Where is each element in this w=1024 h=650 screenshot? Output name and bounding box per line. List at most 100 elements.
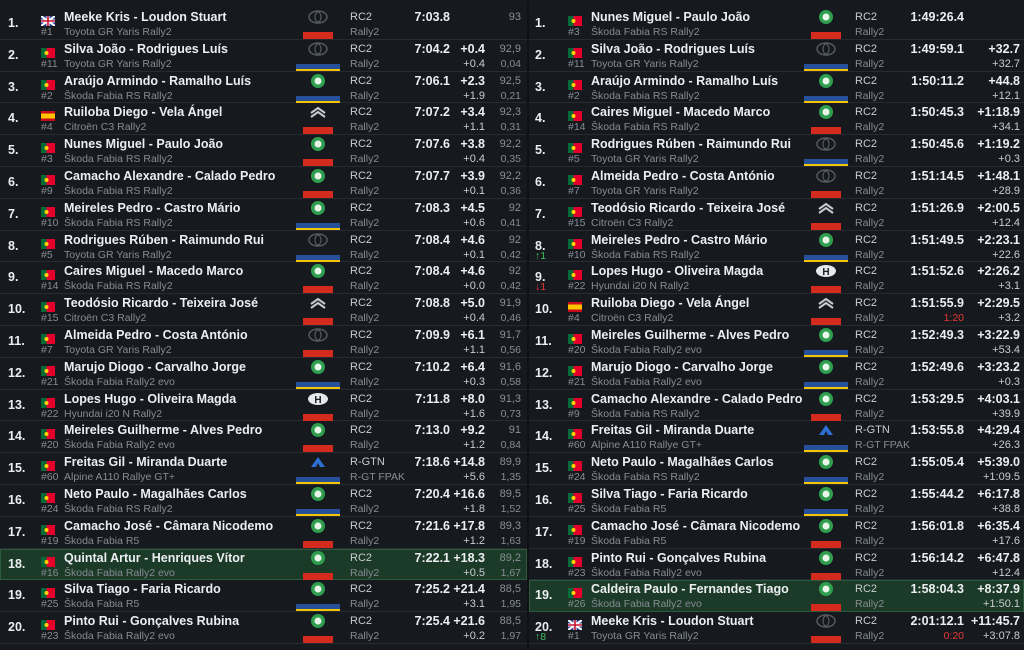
result-row	[529, 231, 1024, 263]
diff-previous: +34.1	[992, 121, 1020, 134]
class-group: Rally2	[350, 121, 380, 134]
crew-name: Caires Miguel - Macedo Marco	[591, 105, 771, 120]
country-flag	[41, 617, 55, 631]
country-flag-svg	[41, 79, 55, 90]
result-row	[0, 485, 527, 517]
car-number: #11	[568, 57, 585, 70]
country-flag-svg	[568, 397, 582, 408]
car-model: Škoda Fabia Rally2 evo	[64, 630, 175, 643]
class-group: Rally2	[855, 26, 885, 38]
position: 14.	[535, 429, 553, 444]
car-model: Škoda Fabia R5	[591, 534, 667, 547]
result-row	[529, 199, 1024, 231]
tyre-logo	[296, 504, 340, 516]
time: 1:55:44.2	[910, 487, 964, 501]
tyre-logo	[296, 409, 340, 421]
diff-previous: +22.6	[992, 248, 1020, 261]
manufacturer-logo-svg: H	[816, 265, 836, 278]
country-flag	[41, 490, 55, 503]
manufacturer-logo	[815, 422, 837, 438]
result-row	[529, 72, 1024, 104]
highlighted-row	[529, 580, 1024, 613]
class: RC2	[350, 201, 373, 214]
diff-leader: +1:18.9	[977, 105, 1020, 120]
tyre-logo-svg	[811, 222, 841, 230]
manufacturer-logo	[307, 232, 329, 248]
manufacturer-logo	[815, 295, 837, 311]
speed: 93	[508, 11, 521, 23]
country-flag	[568, 522, 582, 535]
manufacturer-logo	[307, 295, 329, 311]
diff-previous: +0.1	[463, 185, 485, 197]
country-flag	[568, 458, 582, 472]
car-model: Škoda Fabia RS Rally2	[591, 26, 700, 38]
diff-previous: +1.6	[463, 407, 485, 420]
diff-leader: +1:19.2	[977, 137, 1020, 152]
time: 7:03.8	[414, 10, 450, 24]
diff-leader: +6.1	[460, 328, 485, 342]
crew-name: Freitas Gil - Miranda Duarte	[64, 455, 228, 470]
position: 1.	[8, 16, 19, 30]
crew-name: Ruiloba Diego - Vela Ángel	[64, 105, 223, 120]
car-number: #5	[41, 248, 53, 261]
car-model: Citroën C3 Rally2	[591, 312, 674, 325]
country-flag-svg	[568, 493, 582, 503]
manufacturer-logo-svg	[311, 200, 325, 215]
car-number: #20	[568, 344, 586, 356]
penalty: 0:20	[943, 630, 964, 643]
time: 1:53:55.8	[910, 423, 964, 438]
class: RC2	[855, 170, 878, 182]
class-group: Rally2	[350, 57, 380, 70]
tyre-logo-svg	[296, 95, 340, 103]
percent: 0,41	[500, 216, 521, 229]
car-number: #3	[41, 153, 53, 166]
diff-previous: +0.3	[998, 153, 1020, 166]
car-model: Hyundai i20 N Rally2	[64, 407, 163, 420]
diff-leader: +3.9	[460, 169, 485, 183]
country-flag-svg	[568, 206, 582, 217]
country-flag	[568, 267, 582, 281]
country-flag	[41, 236, 55, 249]
tyre-logo	[296, 377, 340, 389]
percent: 0,58	[500, 375, 521, 388]
result-row	[0, 453, 527, 485]
country-flag	[568, 585, 582, 599]
position: 16.	[8, 493, 26, 507]
manufacturer-logo-svg	[816, 137, 836, 151]
crew-name: Araújo Armindo - Ramalho Luís	[64, 73, 252, 88]
position: 2.	[8, 47, 19, 62]
car-number: #1	[568, 630, 580, 643]
result-row	[0, 135, 527, 167]
manufacturer-logo-svg	[816, 614, 836, 628]
diff-previous: +0.4	[463, 57, 485, 70]
country-flag-svg	[568, 47, 582, 58]
diff-previous: +0.3	[998, 375, 1020, 388]
crew-name: Silva João - Rodrigues Luís	[64, 41, 228, 56]
diff-previous: +26.3	[992, 439, 1020, 452]
class: RC2	[350, 583, 373, 596]
time: 1:50:45.3	[910, 105, 964, 120]
manufacturer-logo-svg	[308, 42, 328, 56]
position: 6.	[8, 175, 19, 189]
car-model: Citroën C3 Rally2	[64, 121, 147, 134]
diff-leader: +21.4	[453, 582, 485, 597]
position: 16.	[535, 493, 553, 507]
position: 4.	[535, 111, 546, 126]
manufacturer-logo	[815, 359, 837, 375]
car-model: Škoda Fabia RS Rally2	[64, 153, 173, 166]
class: RC2	[350, 106, 373, 119]
manufacturer-logo-svg	[819, 550, 833, 565]
result-row	[529, 167, 1024, 199]
tyre-logo	[296, 631, 340, 644]
speed: 91,9	[499, 297, 521, 310]
result-row	[529, 294, 1024, 326]
diff-leader: +6:17.8	[977, 487, 1020, 501]
percent: 0,35	[500, 153, 521, 166]
percent: 0,56	[500, 344, 521, 356]
class-group: Rally2	[350, 248, 380, 261]
car-model: Toyota GR Yaris Rally2	[64, 57, 172, 70]
class: RC2	[855, 11, 878, 23]
diff-previous: +12.1	[992, 89, 1020, 102]
position: 19.	[8, 588, 26, 603]
tyre-logo-svg	[303, 159, 333, 167]
